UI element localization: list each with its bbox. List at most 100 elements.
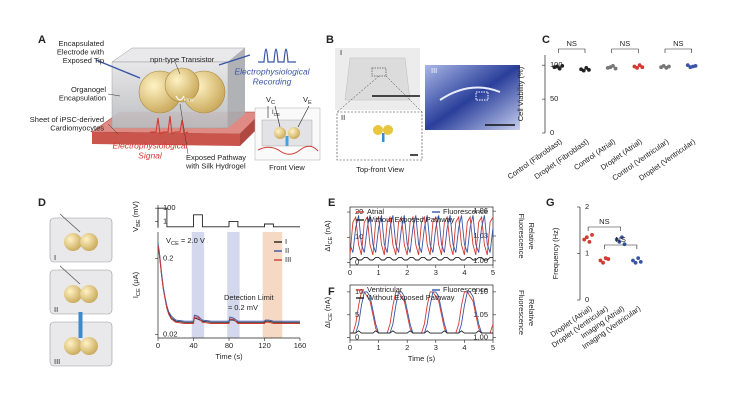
point	[667, 64, 671, 69]
legend-label: Ventricular	[367, 285, 403, 294]
axis-title: ΔICE (nA)	[323, 220, 335, 252]
point	[560, 63, 565, 68]
panel-label: A	[38, 34, 46, 46]
annotation-part: E	[308, 100, 312, 106]
point	[631, 258, 635, 263]
legend-label: Without Exposed Pathway	[367, 215, 455, 224]
tick-label: 0	[550, 128, 554, 137]
point	[620, 235, 624, 240]
tick-label: 10	[355, 232, 363, 241]
axis-title-part: (μA)	[131, 271, 140, 288]
axis-title-part: (mV)	[131, 201, 140, 220]
annotation: VC	[266, 95, 275, 107]
tick-label: 10	[355, 287, 363, 296]
annotation: Electrophysiological	[112, 140, 188, 150]
axis-title-part: V	[131, 227, 140, 232]
annotation: Encapsulation	[59, 93, 106, 102]
bracket	[604, 244, 638, 249]
axis-title: Time (s)	[215, 352, 243, 361]
annotation: ICE	[272, 110, 280, 117]
axis-title: VBE (mV)	[131, 201, 143, 232]
point	[606, 257, 611, 261]
annotation-part: V	[303, 95, 308, 104]
tick-label: 0	[355, 333, 359, 342]
highlight-band	[262, 232, 283, 338]
annotation: NS	[599, 217, 609, 226]
legend-label: II	[285, 246, 289, 255]
axis-title-part: BE	[136, 219, 142, 227]
axis-title: Fluorescence	[517, 213, 526, 258]
tick-label: 1.05	[473, 310, 488, 319]
axis-title: ΔICE (nA)	[323, 296, 335, 328]
point	[640, 65, 645, 70]
bracket	[558, 48, 586, 53]
annotation: Electrode with	[57, 47, 104, 56]
tick-label: 2	[585, 202, 589, 211]
legend-label: Fluorescence	[443, 207, 488, 216]
annotation-part: C	[271, 100, 275, 106]
point	[587, 239, 592, 244]
bracket	[587, 226, 621, 231]
axis-title: Time (s)	[408, 354, 436, 363]
annotation: NS	[566, 39, 576, 48]
axis-title: Relative	[527, 222, 536, 249]
legend-label: I	[285, 237, 287, 246]
axis-title: Cell Viability (%)	[516, 66, 525, 121]
panel-label: G	[546, 197, 555, 209]
annotation: ≈ 0.2 mV	[228, 303, 258, 312]
series-line	[349, 215, 494, 256]
point	[611, 63, 615, 68]
annotation: with Silk Hydrogel	[185, 161, 246, 170]
annotation: NS	[620, 39, 630, 48]
series-line	[157, 245, 300, 324]
annotation-part: V	[266, 95, 271, 104]
point	[555, 64, 559, 69]
tick-label: 1	[377, 343, 381, 352]
panel-label: F	[328, 286, 335, 298]
point	[637, 63, 642, 68]
tick-label: 40	[189, 341, 197, 350]
panel-label: C	[542, 34, 550, 46]
tick-label: 0	[585, 295, 589, 304]
point	[598, 258, 603, 263]
point	[581, 68, 586, 73]
tick-label: 2	[405, 343, 409, 352]
point	[635, 65, 639, 70]
annotation: Ions	[184, 97, 194, 103]
annotation: npn-type Transistor	[150, 55, 215, 64]
point	[614, 237, 619, 242]
axis-title-part: CE	[328, 236, 334, 244]
plot-frame	[349, 284, 494, 341]
annotation-part: CE	[171, 241, 179, 247]
annotation: Front View	[269, 163, 305, 172]
tick-label: 120	[258, 341, 271, 350]
annotation: NS	[673, 39, 683, 48]
tick-label: 0.02	[163, 330, 178, 339]
point	[636, 256, 641, 261]
axis-title-part: ΔI	[323, 321, 332, 328]
annotation-part: V	[166, 236, 171, 245]
point	[693, 63, 698, 68]
tick-label: 3	[434, 268, 438, 277]
annotation-part: CE	[274, 112, 280, 117]
annotation: Organogel	[71, 85, 106, 94]
axis-title-part: (nA)	[323, 220, 332, 237]
tick-label: 1.00	[473, 256, 488, 265]
stage-label: I	[54, 253, 56, 262]
axis-title-part: CE	[136, 288, 142, 296]
point	[557, 66, 562, 71]
tick-label: 50	[550, 94, 558, 103]
series-line	[349, 215, 494, 253]
series-line	[157, 207, 300, 228]
annotation: Signal	[138, 150, 163, 160]
tick-label: 0	[355, 257, 359, 266]
tick-label: 5	[491, 343, 495, 352]
point	[587, 68, 591, 72]
panel-d-schematics	[49, 213, 113, 367]
annotation: Cardiomyocytes	[50, 123, 104, 132]
annotation: Detection Limit	[224, 293, 275, 302]
photo-label: III	[431, 66, 437, 75]
axis-title: ICE (μA)	[131, 271, 143, 298]
series-line	[350, 330, 493, 334]
caption: Top-front View	[356, 165, 404, 174]
